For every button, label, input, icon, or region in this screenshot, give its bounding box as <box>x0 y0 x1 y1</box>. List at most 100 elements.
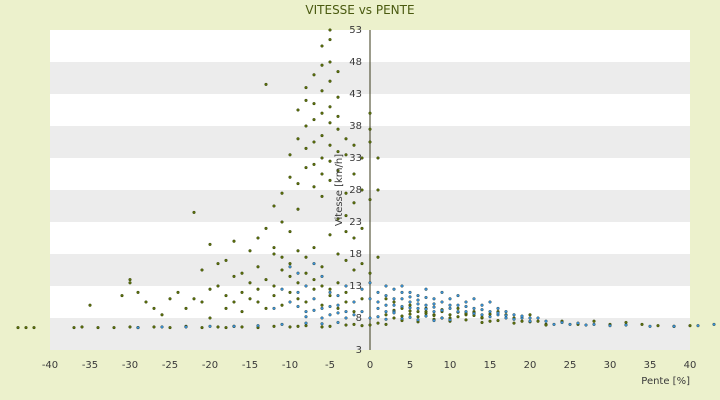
data-point <box>208 316 212 320</box>
x-tick-label: -20 <box>202 360 218 371</box>
data-point <box>304 310 308 314</box>
data-point <box>320 172 324 176</box>
data-point <box>248 281 252 285</box>
data-point <box>312 73 316 77</box>
data-point <box>288 265 292 269</box>
data-point <box>296 297 300 301</box>
x-axis-ticks: -40 -35 -30 -25 -20 -15 -10 -5 0 5 10 15 20 25 30 35 40 <box>42 360 697 371</box>
data-point <box>584 323 588 327</box>
x-tick-label: 25 <box>564 360 577 371</box>
data-point <box>520 319 524 323</box>
data-point <box>192 297 196 301</box>
data-point <box>472 311 476 316</box>
data-point <box>296 207 300 211</box>
data-point <box>656 324 660 328</box>
data-point <box>304 86 308 90</box>
data-point <box>352 300 356 304</box>
data-point <box>208 287 212 291</box>
data-point <box>392 300 396 304</box>
y-tick-label: 8 <box>356 313 362 324</box>
data-point <box>376 315 380 319</box>
data-point <box>408 312 412 316</box>
data-point <box>328 324 332 328</box>
data-point <box>160 325 164 329</box>
data-point <box>536 319 540 323</box>
data-point <box>232 324 236 328</box>
data-point <box>368 281 372 285</box>
data-point <box>328 79 332 83</box>
data-point <box>120 294 124 298</box>
data-point <box>368 127 372 131</box>
data-point <box>328 159 332 163</box>
data-point <box>384 303 388 307</box>
data-point <box>288 230 292 234</box>
data-point <box>256 236 260 240</box>
data-point <box>320 274 324 278</box>
data-point <box>480 320 484 325</box>
data-point <box>512 313 516 317</box>
data-point <box>296 304 300 309</box>
data-point <box>320 89 324 93</box>
data-point <box>328 178 332 182</box>
y-tick-label: 3 <box>356 345 362 356</box>
data-point <box>128 325 132 329</box>
data-point <box>592 322 596 326</box>
data-point <box>320 316 324 320</box>
data-point <box>480 313 484 317</box>
data-point <box>200 326 204 330</box>
data-point <box>256 300 260 304</box>
data-point <box>320 322 324 326</box>
data-point <box>360 310 364 314</box>
data-point <box>432 302 436 306</box>
data-point <box>400 304 404 309</box>
x-tick-label: 5 <box>407 360 413 371</box>
data-point <box>400 314 404 318</box>
x-tick-label: 40 <box>684 360 697 371</box>
data-point <box>272 324 276 328</box>
data-point <box>488 315 492 319</box>
y-tick-label: 48 <box>349 57 362 68</box>
data-point <box>328 121 332 125</box>
data-point <box>400 317 404 321</box>
data-point <box>248 249 252 253</box>
data-point <box>448 313 452 317</box>
data-point <box>648 324 652 328</box>
data-point <box>352 236 356 240</box>
data-point <box>360 262 364 266</box>
data-point <box>280 220 284 224</box>
x-tick-label: -25 <box>162 360 178 371</box>
data-point <box>216 325 220 329</box>
data-point <box>344 284 348 288</box>
data-point <box>344 230 348 234</box>
data-point <box>624 320 628 325</box>
data-point <box>464 300 468 304</box>
data-point <box>416 318 420 322</box>
data-point <box>336 303 340 307</box>
data-point <box>464 310 468 314</box>
data-point <box>152 325 156 329</box>
data-point <box>288 175 292 179</box>
data-point <box>296 137 300 141</box>
data-point <box>384 310 388 314</box>
data-point <box>296 324 300 328</box>
data-point <box>360 324 364 328</box>
data-point <box>312 278 316 282</box>
data-point <box>304 321 308 325</box>
data-point <box>312 140 316 144</box>
x-tick-label: -15 <box>242 360 258 371</box>
data-point <box>272 204 276 208</box>
data-point <box>296 290 300 294</box>
data-point <box>304 255 308 259</box>
data-point <box>368 316 372 320</box>
data-point <box>360 226 364 230</box>
data-point <box>424 307 428 311</box>
data-point <box>488 300 492 304</box>
data-point <box>224 326 228 330</box>
data-point <box>256 287 260 291</box>
data-point <box>320 44 324 48</box>
data-point <box>320 303 324 307</box>
y-tick-label: 13 <box>349 281 362 292</box>
data-point <box>304 284 308 288</box>
